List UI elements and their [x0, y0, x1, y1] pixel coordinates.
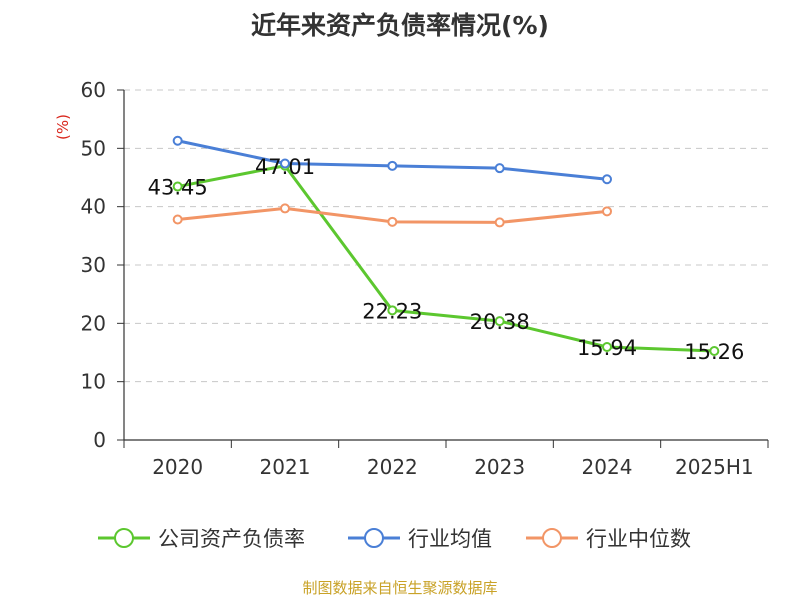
y-tick-label: 60	[81, 78, 106, 102]
x-tick-label: 2020	[152, 455, 203, 479]
legend-label: 公司资产负债率	[158, 527, 305, 551]
data-point	[280, 158, 290, 169]
data-point	[387, 305, 398, 316]
y-tick-label: 10	[81, 370, 106, 394]
data-label: 43.45	[148, 176, 208, 200]
legend-marker	[114, 528, 134, 548]
y-tick-label: 30	[81, 253, 106, 277]
data-point	[387, 216, 398, 227]
source-note: 制图数据来自恒生聚源数据库	[302, 579, 498, 597]
x-tick-label: 2023	[474, 455, 525, 479]
x-tick-label: 2025H1	[675, 455, 754, 479]
data-point	[172, 181, 183, 192]
data-label: 15.26	[684, 340, 744, 364]
data-point	[602, 174, 612, 185]
y-tick-label: 50	[81, 136, 106, 160]
data-point	[494, 163, 505, 174]
y-tick-label: 20	[81, 311, 106, 335]
data-point	[172, 135, 183, 146]
data-label: 47.01	[255, 155, 315, 179]
data-point	[280, 203, 290, 214]
legend-label: 行业中位数	[586, 527, 691, 551]
series-lines	[172, 135, 720, 356]
grid-lines	[124, 89, 768, 383]
data-label: 22.23	[362, 299, 422, 323]
x-tick-label: 2022	[367, 455, 418, 479]
chart-title: 近年来资产负债率情况(%)	[251, 11, 549, 40]
legend: 公司资产负债率 行业均值 行业中位数	[98, 527, 691, 551]
y-tick-label: 0	[93, 428, 106, 452]
y-tick-label: 40	[81, 195, 106, 219]
legend-marker	[542, 528, 562, 548]
x-tick-label: 2024	[582, 455, 633, 479]
data-label: 15.94	[577, 336, 637, 360]
data-point	[387, 160, 398, 171]
legend-marker	[364, 528, 384, 548]
data-labels: 43.45 47.01 22.23 20.38 15.94 15.26	[148, 155, 745, 364]
y-axis-label: (%)	[54, 114, 72, 140]
axes: 0 10 20 30 40 50 60 2020 2021 2022 2023 2024 2025H1 (…	[54, 78, 769, 479]
series-line	[177, 164, 715, 353]
data-label: 20.38	[470, 310, 530, 334]
x-tick-label: 2021	[260, 455, 311, 479]
data-point	[602, 206, 612, 217]
data-point	[709, 345, 720, 356]
data-point	[494, 217, 505, 228]
data-point	[602, 342, 612, 353]
data-point	[172, 214, 183, 225]
legend-label: 行业均值	[408, 527, 492, 551]
data-point	[494, 316, 505, 327]
